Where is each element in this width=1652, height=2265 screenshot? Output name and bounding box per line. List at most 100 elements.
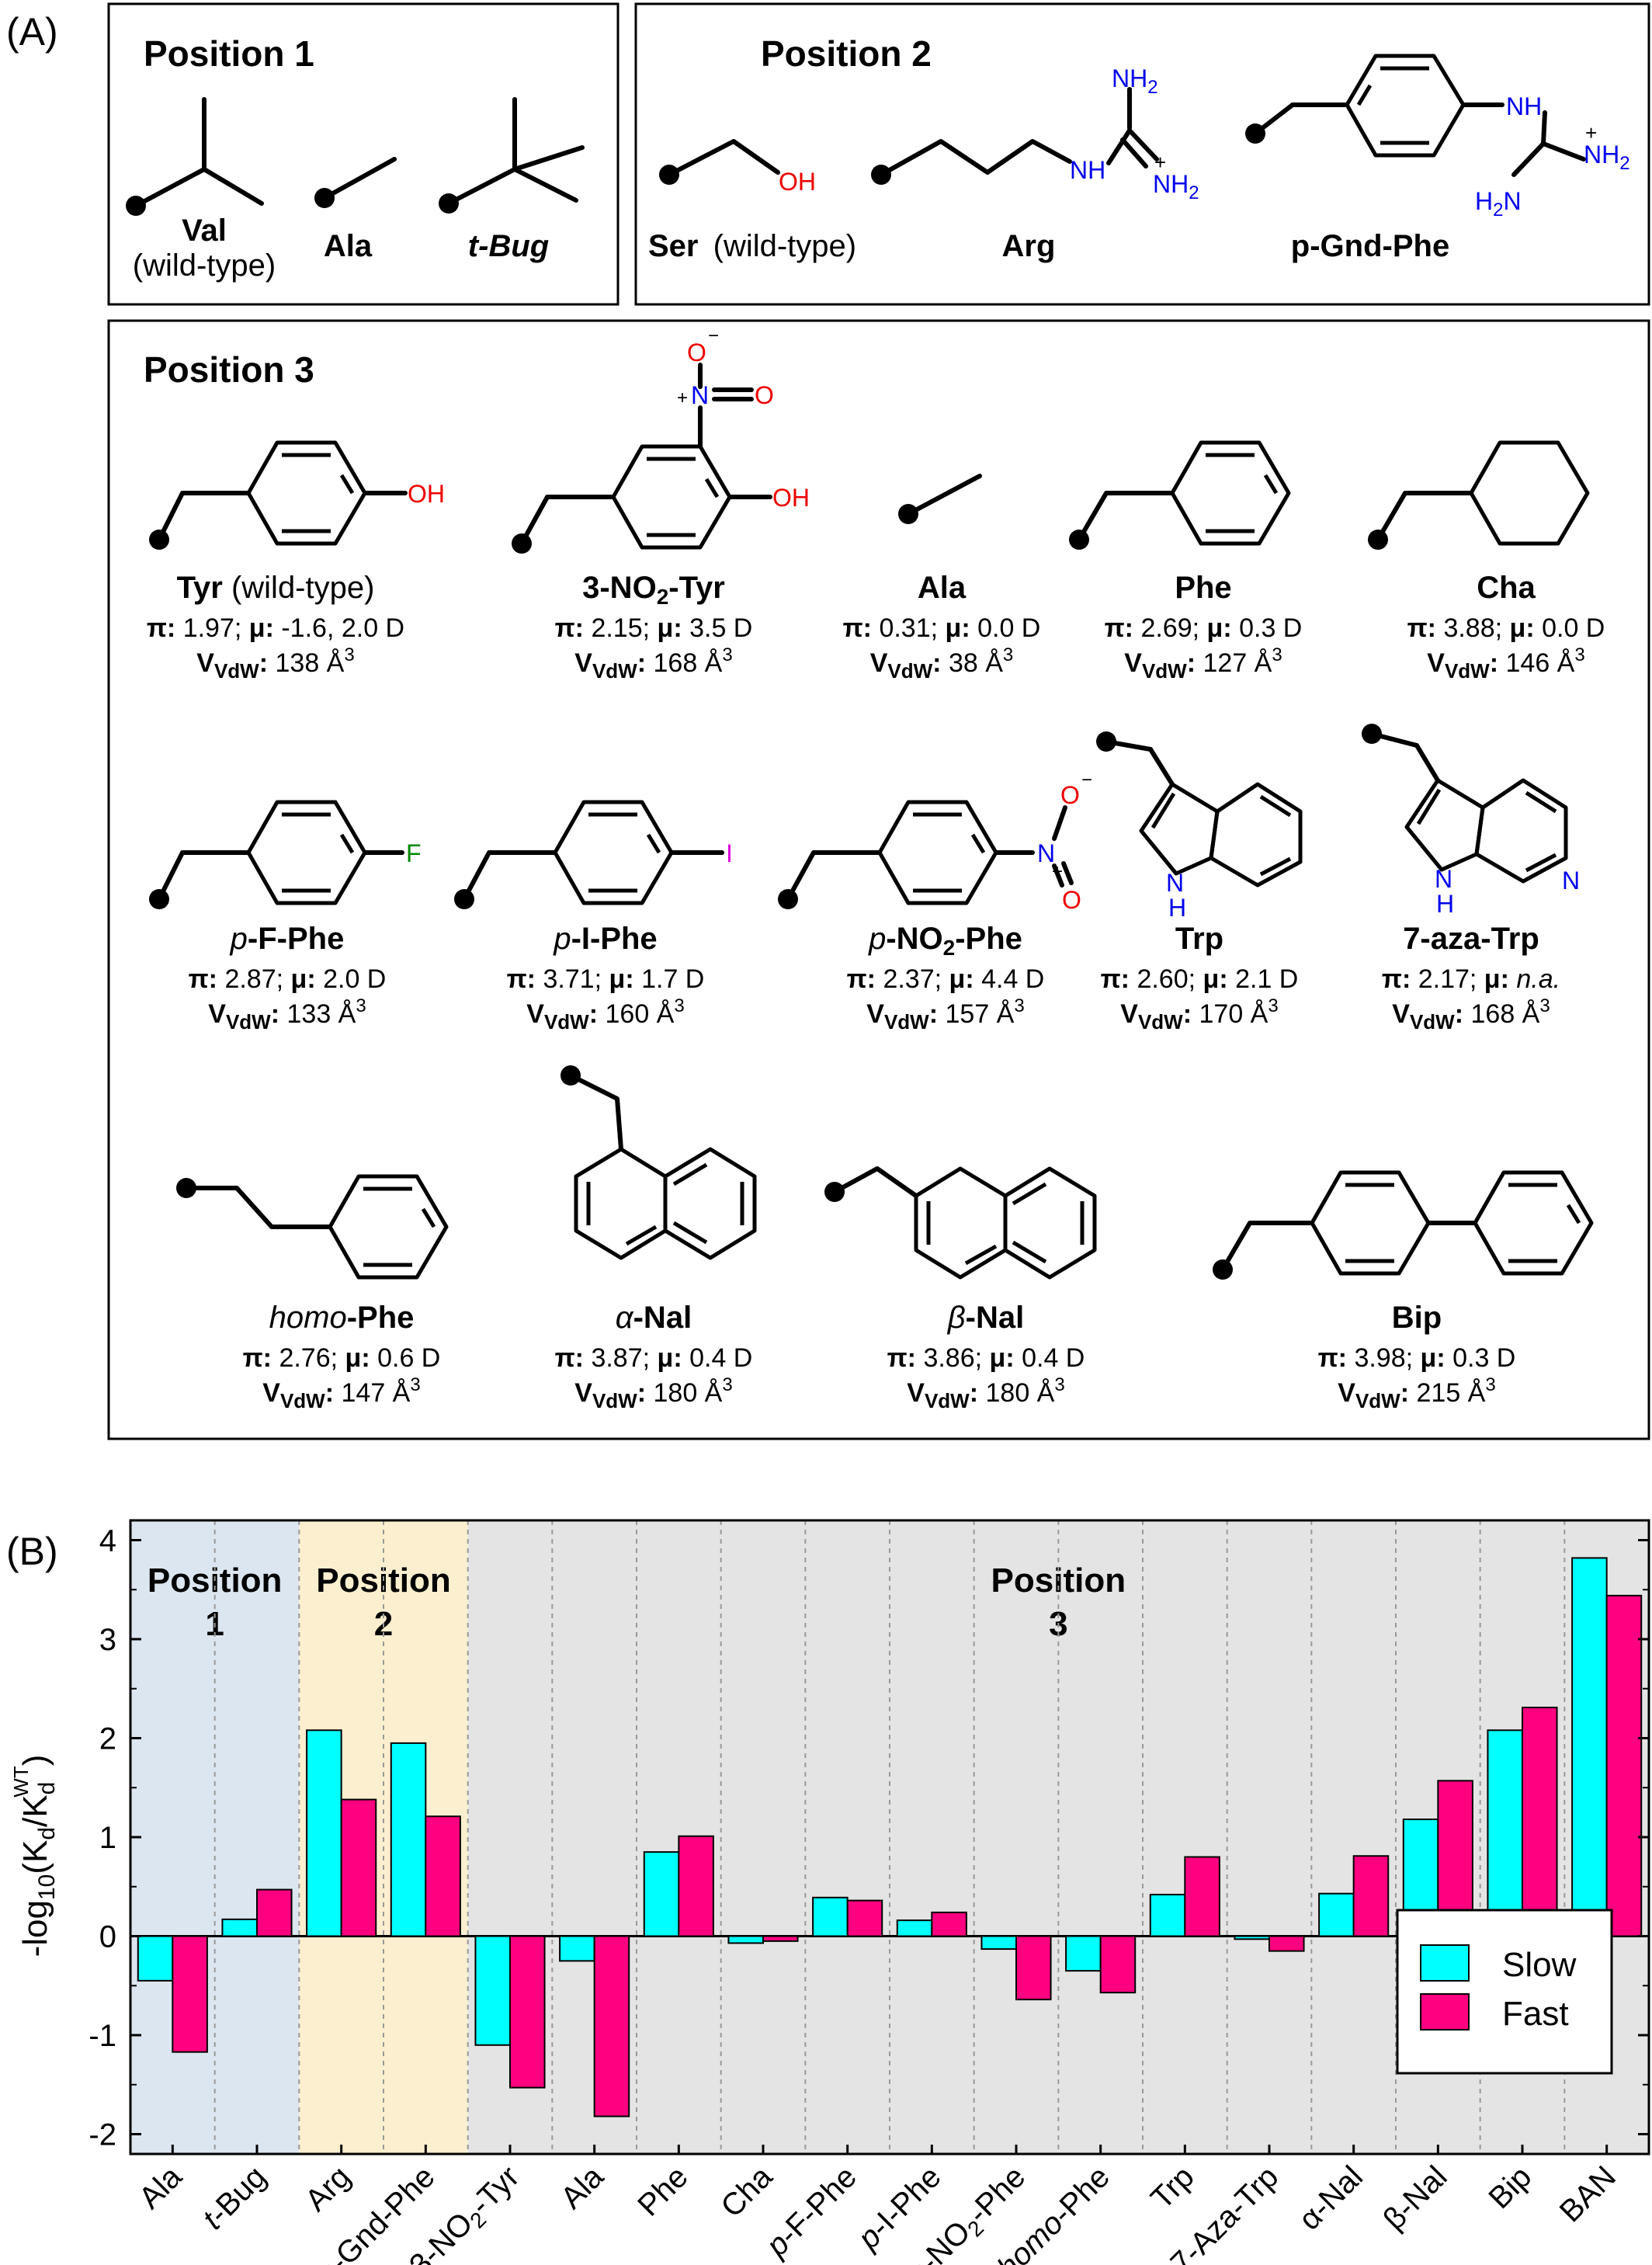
x-tick-label-6: Phe xyxy=(631,2159,694,2222)
bar-fast-12 xyxy=(1184,1856,1220,1937)
p3-vdw-11: VVdW: 180 Å3 xyxy=(574,1374,732,1412)
p3-vdw-3: VVdW: 127 Å3 xyxy=(1124,644,1282,683)
pgndphe-nh: NH xyxy=(1506,92,1542,120)
azatrp-n-ring: N xyxy=(1435,865,1452,893)
arg-nh2-plus: NH2 xyxy=(1153,170,1199,203)
bar-fast-11 xyxy=(1099,1935,1137,1994)
y-axis: -2 -1 0 1 2 3 4 xyxy=(88,1524,1649,2152)
legend-swatch-slow xyxy=(1420,1944,1470,1982)
y-tick-label: 1 xyxy=(99,1821,116,1855)
position-2-title: Position 2 xyxy=(761,33,932,74)
nitrotyr-n-plus: + xyxy=(677,387,688,408)
bar-slow-1 xyxy=(221,1918,258,1937)
panel-b-label: (B) xyxy=(6,1530,58,1573)
p3-name-13: Bip xyxy=(1392,1301,1442,1335)
p3-props-13: π: 3.98; μ: 0.3 D xyxy=(1318,1343,1516,1373)
y-axis-label: -log10(Kd/KdWT) xyxy=(9,1755,60,1958)
p3-vdw-13: VVdW: 215 Å3 xyxy=(1338,1374,1495,1412)
bar-fast-13 xyxy=(1268,1935,1305,1952)
p3-vdw-10: VVdW: 147 Å3 xyxy=(262,1374,420,1412)
val-note: (wild-type) xyxy=(133,248,276,283)
azatrp-structure xyxy=(1362,724,1568,884)
pfphe-structure xyxy=(149,800,404,909)
p3-props-9: π: 2.17; μ: n.a. xyxy=(1382,964,1560,994)
bip-structure xyxy=(1213,1170,1594,1280)
p3-vdw-4: VVdW: 146 Å3 xyxy=(1427,644,1584,683)
bar-slow-8 xyxy=(812,1896,849,1937)
p3-props-11: π: 3.87; μ: 0.4 D xyxy=(555,1343,753,1373)
arg-structure xyxy=(871,87,1159,185)
p3-vdw-8: VVdW: 170 Å3 xyxy=(1120,995,1278,1033)
position-2-box xyxy=(634,2,1650,306)
pgndphe-h2n: H2N xyxy=(1475,187,1522,221)
piphe-i: I xyxy=(726,839,733,867)
p3-name-10: homo-Phe xyxy=(269,1301,415,1335)
p3-props-7: π: 2.37; μ: 4.4 D xyxy=(847,964,1045,994)
category-grid xyxy=(213,1520,1566,2154)
x-tick-label-12: Trp xyxy=(1144,2159,1200,2215)
p3-props-0: π: 1.97; μ: -1.6, 2.0 D xyxy=(147,613,404,643)
arg-nh2-top: NH2 xyxy=(1112,64,1158,98)
bar-slow-4 xyxy=(474,1935,511,2046)
position-1-title: Position 1 xyxy=(144,33,314,74)
y-tick-label: -2 xyxy=(88,2118,116,2152)
pgndphe-name: p-Gnd-Phe xyxy=(1291,229,1449,263)
bar-slow-16 xyxy=(1487,1729,1523,1937)
p3-name-5: p-F-Phe xyxy=(230,922,345,956)
bar-slow-6 xyxy=(643,1851,680,1937)
nitrotyr-n: N xyxy=(691,381,709,409)
ser-oh: OH xyxy=(779,168,816,196)
ala-p1-name: Ala xyxy=(324,229,373,263)
p3-props-6: π: 3.71; μ: 1.7 D xyxy=(507,964,705,994)
betanal-structure xyxy=(824,1166,1097,1280)
x-tick-label-7: Cha xyxy=(714,2159,779,2225)
panel-a: (A) Position 1 Val (wild-type) Ala t-Bug xyxy=(6,2,1650,1440)
y-tick-label: 0 xyxy=(99,1920,116,1954)
bar-slow-13 xyxy=(1234,1935,1270,1940)
bar-slow-3 xyxy=(390,1742,427,1937)
trp-n: N xyxy=(1166,869,1184,897)
p3-props-3: π: 2.69; μ: 0.3 D xyxy=(1105,613,1303,643)
p3-name-1: 3-NO2-Tyr xyxy=(582,571,725,609)
cha-structure xyxy=(1368,440,1590,550)
bar-slow-2 xyxy=(306,1729,342,1937)
legend-label-slow: Slow xyxy=(1502,1946,1577,1984)
bar-fast-14 xyxy=(1352,1855,1390,1937)
tbug-structure xyxy=(439,97,585,214)
bar-fast-10 xyxy=(1015,1935,1052,2001)
p3-vdw-0: VVdW: 138 Å3 xyxy=(196,644,354,683)
bar-slow-12 xyxy=(1149,1893,1186,1937)
val-name: Val xyxy=(182,214,227,248)
y-tick-label: -1 xyxy=(88,2019,116,2053)
bar-slow-7 xyxy=(727,1935,764,1944)
position-3-title: Position 3 xyxy=(144,349,314,390)
p3-name-12: β-Nal xyxy=(947,1301,1024,1335)
tyr-structure xyxy=(149,440,408,550)
bar-fast-5 xyxy=(593,1935,630,2117)
p3-name-11: α-Nal xyxy=(616,1301,692,1335)
y-tick-label: 4 xyxy=(99,1524,116,1558)
p3-props-4: π: 3.88; μ: 0.0 D xyxy=(1407,613,1605,643)
p3-vdw-2: VVdW: 38 Å3 xyxy=(870,644,1014,683)
y-tick-label: 2 xyxy=(99,1722,116,1756)
homophe-structure xyxy=(176,1174,449,1280)
bar-fast-6 xyxy=(678,1835,714,1937)
bar-fast-8 xyxy=(846,1899,883,1937)
legend-label-fast: Fast xyxy=(1502,1995,1569,2033)
arg-plus: + xyxy=(1154,151,1166,174)
x-axis: Alat-BugArgp-Gnd-Phe3-NO2-TyrAlaPheChap-… xyxy=(133,2145,1622,2265)
legend: Slow Fast xyxy=(1396,1909,1613,2075)
position-3-labels: Tyr (wild-type)π: 1.97; μ: -1.6, 2.0 DVV… xyxy=(147,571,1605,1412)
bar-slow-0 xyxy=(137,1935,174,1982)
arg-name: Arg xyxy=(1002,229,1056,263)
x-tick-label-15: β-Nal xyxy=(1376,2159,1453,2236)
position-1-box xyxy=(107,2,620,306)
p3-vdw-1: VVdW: 168 Å3 xyxy=(574,644,732,683)
p3-name-0: Tyr (wild-type) xyxy=(177,571,375,605)
x-tick-label-8: p-F-Phe xyxy=(759,2159,863,2263)
x-tick-label-2: Arg xyxy=(299,2159,357,2218)
ser-label: Ser (wild-type) xyxy=(648,229,856,263)
bar-fast-3 xyxy=(425,1815,461,1937)
azatrp-n-pyr: N xyxy=(1562,867,1580,895)
